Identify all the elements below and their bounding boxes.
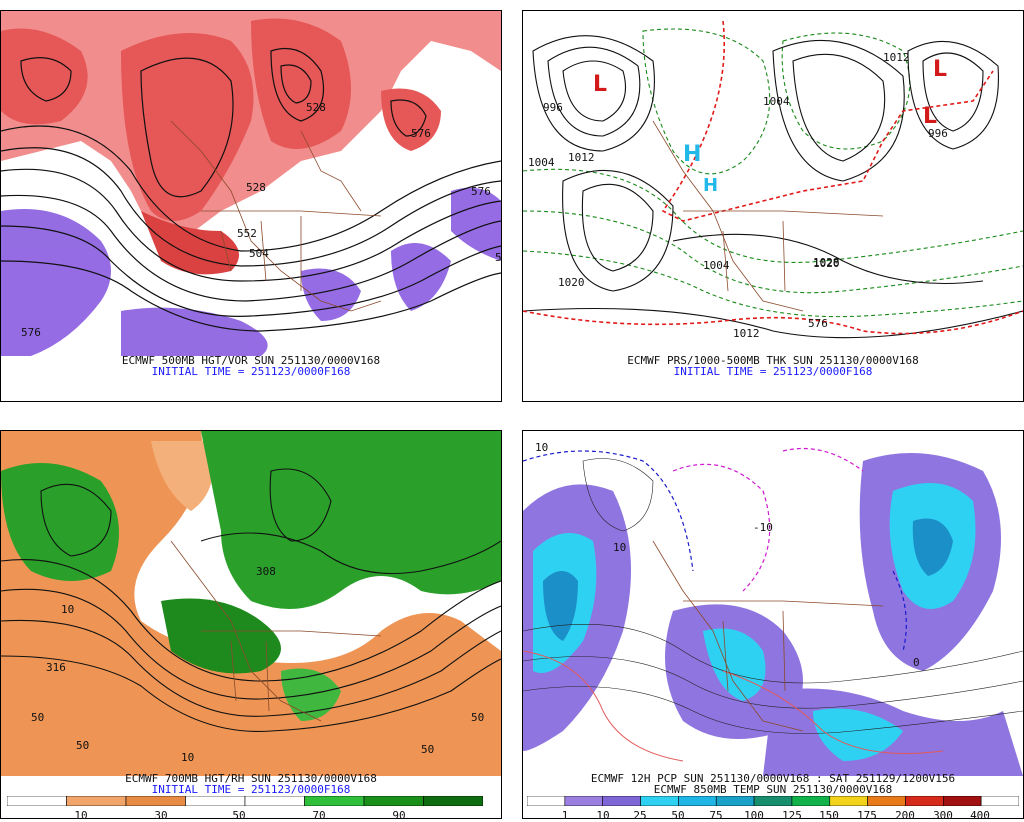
contour-label: 10 <box>181 751 194 764</box>
contour-label: 1004 <box>703 259 730 272</box>
panel-prs-thk: L L L H H 1004 1012 1020 996 1004 1012 1… <box>522 10 1024 402</box>
contour-labels: 1004 1012 1020 996 1004 1012 1020 996 10… <box>528 51 948 340</box>
contour-labels: 576 552 528 504 528 576 576 5 <box>21 101 501 339</box>
contour-label: 1028 <box>813 256 840 269</box>
contour-label: 996 <box>543 101 563 114</box>
caption-initial-time: INITIAL TIME = 251123/0000F168 <box>151 365 351 378</box>
colorbar-swatch <box>791 796 831 806</box>
svg-text:H: H <box>703 175 718 196</box>
colorbar-swatch <box>640 796 679 806</box>
contour-label: 528 <box>306 101 326 114</box>
colorbar-tick: 30 <box>154 809 168 822</box>
contour-labels: 10 -10 0 10 <box>535 441 920 669</box>
caption-initial-time: INITIAL TIME = 251123/0000F168 <box>151 783 351 796</box>
colorbar-swatch <box>867 796 906 806</box>
colorbar-swatch <box>829 796 868 806</box>
contour-label: 1012 <box>883 51 910 64</box>
contour-label: 1012 <box>568 151 595 164</box>
colorbar-swatch <box>363 796 424 806</box>
colorbar-tick: 70 <box>312 809 326 822</box>
colorbar-tick: 100 <box>744 809 764 822</box>
caption-title: ECMWF 500MB HGT/VOR SUN 251130/0000V168 <box>121 354 381 367</box>
contour-label: 0 <box>913 656 920 669</box>
panel-pcp-850mb-temp: 10 -10 0 10 ECMWF 12H PCP SUN 251130/000… <box>522 430 1024 822</box>
colorbar-swatch <box>905 796 944 806</box>
contour-label: 552 <box>237 227 257 240</box>
colorbar-tick: 50 <box>671 809 685 822</box>
contour-label: 50 <box>421 743 434 756</box>
caption-title: ECMWF 700MB HGT/RH SUN 251130/0000V168 <box>125 772 377 785</box>
contour-label: 50 <box>76 739 89 752</box>
contour-label: 5 <box>495 251 501 264</box>
colorbar-swatch <box>602 796 641 806</box>
colorbar-tick: 10 <box>74 809 88 822</box>
colorbar-rh-swatches <box>7 796 483 806</box>
colorbar-swatch <box>66 796 127 806</box>
colorbar-tick: 400 <box>970 809 990 822</box>
colorbar-swatch <box>980 796 1019 806</box>
colorbar-swatch <box>423 796 483 806</box>
contour-label: 576 <box>471 185 491 198</box>
svg-text:L: L <box>933 57 947 82</box>
colorbar-rh: 10 30 50 70 90 <box>7 796 483 822</box>
map-700mb-humidity: 316 308 50 50 10 50 50 10 <box>1 431 501 776</box>
svg-text:L: L <box>593 72 607 97</box>
contour-label: 10 <box>61 603 74 616</box>
contour-label: -10 <box>753 521 773 534</box>
caption-subtitle: ECMWF 850MB TEMP SUN 251130/0000V168 <box>653 783 893 796</box>
contour-label: 504 <box>249 247 269 260</box>
contour-label: 10 <box>613 541 626 554</box>
colorbar-tick: 25 <box>633 809 647 822</box>
map-pressure-thickness: L L L H H 1004 1012 1020 996 1004 1012 1… <box>523 11 1023 356</box>
colorbar-swatch <box>527 796 566 806</box>
colorbar-precip-swatches <box>527 796 1019 806</box>
panel-500mb-hgt-vor: 576 552 528 504 528 576 576 5 ECMWF 500M… <box>0 10 502 402</box>
colorbar-swatch <box>715 796 755 806</box>
colorbar-tick: 50 <box>232 809 246 822</box>
colorbar-tick: 300 <box>933 809 953 822</box>
panel-700mb-hgt-rh: 316 308 50 50 10 50 50 10 ECMWF 700MB HG… <box>0 430 502 822</box>
contour-label: 576 <box>21 326 41 339</box>
contour-label: 50 <box>471 711 484 724</box>
contour-label: 1004 <box>528 156 555 169</box>
map-precip-850mb-temp: 10 -10 0 10 <box>523 431 1023 776</box>
contour-label: 50 <box>31 711 44 724</box>
colorbar-tick: 90 <box>392 809 406 822</box>
colorbar-swatch <box>125 796 186 806</box>
contour-label: 528 <box>246 181 266 194</box>
contour-label: 10 <box>535 441 548 454</box>
colorbar-swatch <box>185 796 246 806</box>
colorbar-tick: 125 <box>782 809 802 822</box>
colorbar-tick: 75 <box>709 809 723 822</box>
caption-title: ECMWF PRS/1000-500MB THK SUN 251130/0000… <box>627 354 919 367</box>
colorbar-swatch <box>7 796 67 806</box>
contour-label: 576 <box>808 317 828 330</box>
colorbar-tick: 175 <box>857 809 877 822</box>
colorbar-swatch <box>678 796 717 806</box>
contour-label: 1004 <box>763 95 790 108</box>
colorbar-precip: 1 10 25 50 75 100 125 150 175 200 300 40… <box>527 796 1019 822</box>
contour-label: 308 <box>256 565 276 578</box>
svg-text:L: L <box>923 104 937 129</box>
colorbar-swatch <box>564 796 603 806</box>
map-500mb-vorticity: 576 552 528 504 528 576 576 5 <box>1 11 501 356</box>
colorbar-swatch <box>753 796 793 806</box>
colorbar-swatch <box>943 796 982 806</box>
contour-label: 1012 <box>733 327 760 340</box>
svg-text:H: H <box>683 142 701 167</box>
contour-label: 576 <box>411 127 431 140</box>
contour-label: 1020 <box>813 257 840 270</box>
contour-label: 996 <box>928 127 948 140</box>
contour-label: 1020 <box>558 276 585 289</box>
caption-initial-time: INITIAL TIME = 251123/0000F168 <box>673 365 873 378</box>
colorbar-tick: 150 <box>819 809 839 822</box>
contour-label: 316 <box>46 661 66 674</box>
colorbar-tick: 200 <box>895 809 915 822</box>
caption-title: ECMWF 12H PCP SUN 251130/0000V168 : SAT … <box>590 772 956 785</box>
colorbar-tick: 1 <box>561 809 569 822</box>
colorbar-swatch <box>304 796 365 806</box>
colorbar-swatch <box>244 796 305 806</box>
contour-labels: 316 308 50 50 10 50 50 10 <box>31 565 484 764</box>
colorbar-tick: 10 <box>596 809 610 822</box>
